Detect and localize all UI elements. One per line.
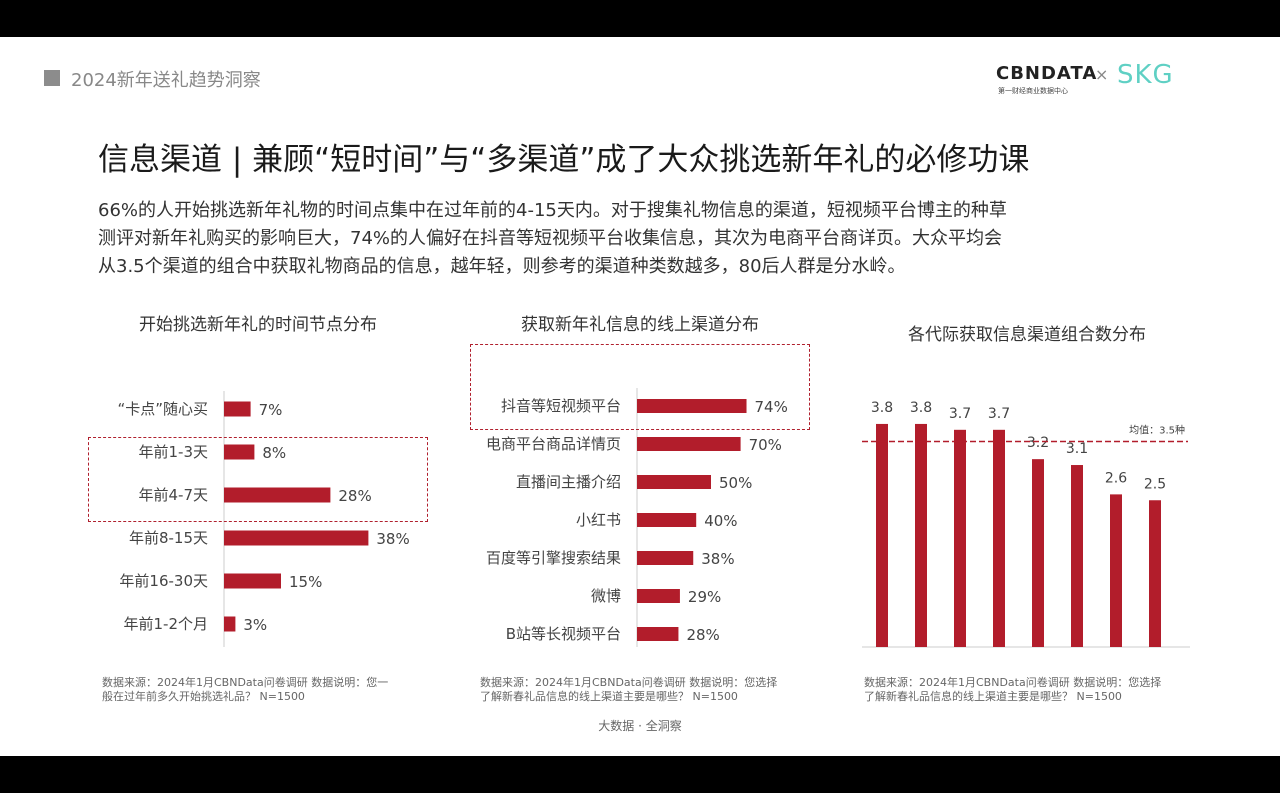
data-label: 70%: [749, 436, 782, 454]
bar: [876, 423, 888, 647]
category-label: 百度等引擎搜索结果: [486, 549, 621, 567]
skg-logo: SKG: [1117, 60, 1174, 90]
data-label: 7%: [259, 401, 283, 419]
data-label: 3.2: [1027, 435, 1049, 451]
data-label: 40%: [704, 512, 737, 530]
chart2-title: 获取新年礼信息的线上渠道分布: [521, 315, 759, 335]
category-label: 年前8-15天: [129, 529, 208, 547]
chart3-source-line: 数据来源：2024年1月CBNData问卷调研 数据说明：您选择: [864, 676, 1162, 689]
category-label: 微博: [591, 587, 621, 605]
category-label: 抖音等短视频平台: [501, 397, 621, 415]
chart3-generations: 3.800后3.895后3.790后3.785后3.280后3.175后2.67…: [862, 400, 1190, 648]
category-label: “卡点”随心买: [117, 400, 208, 418]
bar: [637, 589, 680, 603]
bar: [1032, 459, 1044, 647]
chart3-source-line: 了解新春礼品信息的线上渠道主要是哪些？ N=1500: [864, 690, 1122, 703]
data-label: 3.7: [949, 406, 971, 422]
description-line: 66%的人开始挑选新年礼物的时间点集中在过年前的4-15天内。对于搜集礼物信息的…: [98, 200, 1007, 221]
bar: [637, 399, 747, 413]
description-line: 从3.5个渠道的组合中获取礼物商品的信息，越年轻，则参考的渠道种类数越多，80后…: [98, 256, 906, 277]
data-label: 74%: [755, 398, 788, 416]
header-square-icon: [44, 70, 60, 86]
data-label: 8%: [262, 444, 286, 462]
data-label: 15%: [289, 573, 322, 591]
bar: [993, 429, 1005, 647]
cbndata-logo-subtitle: 第一财经商业数据中心: [998, 87, 1068, 95]
bar: [637, 551, 694, 565]
mean-reference-label: 均值：3.5种: [1129, 424, 1185, 437]
chart1-source: 数据来源：2024年1月CBNData问卷调研 数据说明：您一 般在过年前多久开…: [102, 676, 422, 704]
bar: [224, 573, 281, 589]
chart3-title: 各代际获取信息渠道组合数分布: [908, 325, 1146, 345]
data-label: 28%: [338, 487, 371, 505]
bar: [224, 530, 369, 546]
page-title: 信息渠道 | 兼顾“短时间”与“多渠道”成了大众挑选新年礼的必修功课: [98, 142, 1030, 178]
category-label: 电商平台商品详情页: [486, 435, 621, 453]
data-label: 2.6: [1105, 470, 1127, 486]
bar: [224, 444, 255, 460]
bar: [1110, 494, 1122, 647]
bar: [637, 475, 711, 489]
slide: 2024新年送礼趋势洞察 CBNDATA 第一财经商业数据中心 × SKG 信息…: [0, 37, 1280, 756]
bar: [1071, 465, 1083, 647]
chart1-source-line: 数据来源：2024年1月CBNData问卷调研 数据说明：您一: [102, 676, 389, 689]
chart2-source: 数据来源：2024年1月CBNData问卷调研 数据说明：您选择 了解新春礼品信…: [480, 676, 810, 704]
data-label: 3.1: [1066, 441, 1088, 457]
data-label: 29%: [688, 588, 721, 606]
description: 66%的人开始挑选新年礼物的时间点集中在过年前的4-15天内。对于搜集礼物信息的…: [98, 197, 1198, 281]
data-label: 28%: [686, 626, 719, 644]
chart2-channels: 抖音等短视频平台 74% 电商平台商品详情页 70% 直播间主播介绍 50% 小红书 40% 百…: [486, 388, 788, 647]
category-label: 年前16-30天: [119, 572, 208, 590]
chart2-highlight-box: [470, 344, 810, 430]
chart1-source-line: 般在过年前多久开始挑选礼品？ N=1500: [102, 690, 305, 703]
cbndata-logo: CBNDATA: [996, 63, 1098, 84]
chart2-source-line: 数据来源：2024年1月CBNData问卷调研 数据说明：您选择: [480, 676, 778, 689]
category-label: 年前1-2个月: [124, 615, 209, 633]
data-label: 38%: [701, 550, 734, 568]
bar: [224, 616, 236, 632]
chart1-timing: “卡点”随心买 7% 年前1-3天 8% 年前4-7天 28% 年前8-15天 38% 年前16…: [117, 391, 410, 647]
data-label: 2.5: [1144, 476, 1166, 492]
data-label: 3.8: [910, 400, 932, 416]
bar: [954, 429, 966, 647]
category-label: 直播间主播介绍: [516, 473, 621, 491]
chart1-highlight-box: [88, 437, 428, 522]
category-label: 年前4-7天: [139, 486, 209, 504]
data-label: 3.7: [988, 406, 1010, 422]
chart1-title: 开始挑选新年礼的时间节点分布: [139, 315, 377, 335]
category-label: 年前1-3天: [139, 443, 209, 461]
data-label: 3%: [243, 616, 267, 634]
bar: [637, 627, 679, 641]
chart2-source-line: 了解新春礼品信息的线上渠道主要是哪些？ N=1500: [480, 690, 738, 703]
bar: [224, 401, 251, 417]
description-line: 测评对新年礼购买的影响巨大，74%的人偏好在抖音等短视频平台收集信息，其次为电商…: [98, 228, 1003, 249]
bar: [1149, 500, 1161, 647]
bar: [915, 423, 927, 647]
bar: [224, 487, 331, 503]
data-label: 38%: [376, 530, 409, 548]
bar: [637, 437, 741, 451]
footer-tagline: 大数据 · 全洞察: [598, 719, 682, 733]
logo-separator: ×: [1095, 65, 1109, 84]
category-label: B站等长视频平台: [506, 625, 621, 643]
data-label: 3.8: [871, 400, 893, 416]
data-label: 50%: [719, 474, 752, 492]
chart3-source: 数据来源：2024年1月CBNData问卷调研 数据说明：您选择 了解新春礼品信…: [864, 676, 1194, 704]
category-label: 小红书: [576, 511, 621, 529]
header-title: 2024新年送礼趋势洞察: [71, 70, 261, 91]
bar: [637, 513, 697, 527]
